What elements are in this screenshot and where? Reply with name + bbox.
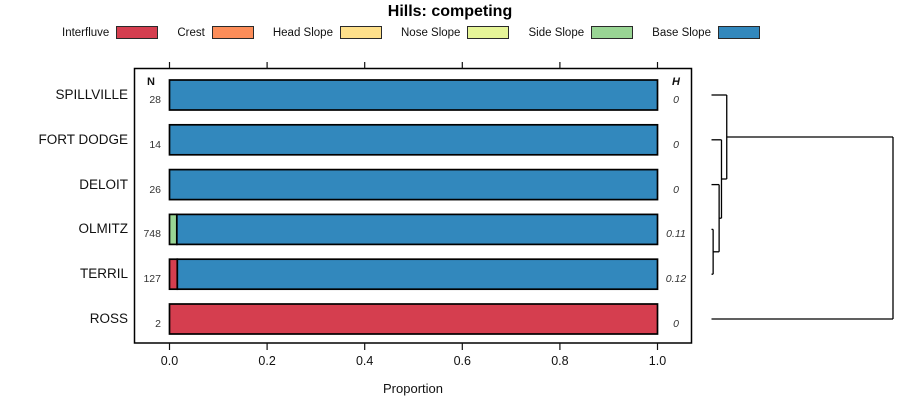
legend-swatch bbox=[339, 26, 382, 39]
row-n-value: 127 bbox=[143, 273, 161, 286]
row-label: OLMITZ bbox=[78, 221, 129, 237]
legend-label: Crest bbox=[177, 26, 205, 39]
row-label: ROSS bbox=[89, 311, 128, 326]
legend-swatch bbox=[467, 26, 510, 39]
row-n-value: 28 bbox=[149, 94, 161, 106]
row-h-value: 0.11 bbox=[666, 228, 686, 241]
bar-segment bbox=[168, 79, 659, 111]
legend-swatch bbox=[116, 26, 159, 39]
bar-segment bbox=[175, 213, 659, 246]
legend: Interfluve Crest Head Slope Nose Slope Side … bbox=[62, 26, 760, 39]
row-n-value: 26 bbox=[149, 183, 161, 196]
chart-title: Hills: competing bbox=[387, 3, 513, 20]
x-tick-label: 0.2 bbox=[258, 354, 276, 368]
x-tick-label: 1.0 bbox=[648, 354, 667, 368]
row-label: TERRIL bbox=[79, 266, 128, 282]
legend-label: Interfluve bbox=[62, 26, 110, 39]
bars-group bbox=[168, 79, 659, 335]
x-tick-label: 0.4 bbox=[355, 354, 374, 368]
row-h-value: 0 bbox=[673, 94, 679, 106]
legend-swatch bbox=[211, 26, 254, 39]
row-label: FORT DODGE bbox=[38, 131, 128, 147]
row-h-value: 0 bbox=[673, 183, 679, 196]
legend-label: Head Slope bbox=[272, 26, 333, 39]
row-h-value: 0.12 bbox=[665, 273, 687, 286]
n-column-header: N bbox=[147, 76, 155, 88]
legend-item: Side Slope bbox=[529, 26, 634, 39]
legend-label: Side Slope bbox=[528, 26, 585, 39]
legend-swatch bbox=[591, 26, 634, 39]
x-tick-label: 0.6 bbox=[453, 354, 471, 368]
row-n-value: 2 bbox=[155, 318, 161, 330]
legend-swatch bbox=[717, 26, 760, 39]
bar-segment bbox=[176, 258, 659, 291]
row-h-value: 0 bbox=[673, 318, 679, 330]
row-h-value: 0 bbox=[673, 138, 679, 151]
x-axis-label: Proportion bbox=[383, 381, 443, 396]
axis-ticks bbox=[168, 62, 659, 350]
plot-frame bbox=[133, 67, 693, 344]
legend-item: Base Slope bbox=[652, 26, 760, 39]
legend-label: Nose Slope bbox=[401, 26, 461, 39]
legend-item: Nose Slope bbox=[401, 26, 510, 39]
row-label: DELOIT bbox=[79, 176, 128, 192]
legend-item: Crest bbox=[177, 26, 254, 39]
bar-segment bbox=[168, 258, 179, 291]
bar-segment bbox=[168, 303, 659, 335]
x-tick-label: 0.8 bbox=[551, 354, 569, 368]
row-n-value: 14 bbox=[149, 138, 161, 151]
bar-segment bbox=[168, 168, 659, 201]
dendrogram bbox=[711, 94, 894, 320]
row-n-value: 748 bbox=[143, 228, 161, 241]
x-tick-label: 0.0 bbox=[160, 354, 179, 368]
bar-segment bbox=[168, 213, 178, 246]
bar-segment bbox=[168, 123, 659, 156]
h-column-header: H bbox=[672, 76, 680, 88]
legend-item: Interfluve bbox=[62, 26, 159, 39]
legend-label: Base Slope bbox=[652, 26, 711, 39]
legend-item: Head Slope bbox=[273, 26, 382, 39]
row-label: SPILLVILLE bbox=[55, 87, 128, 102]
